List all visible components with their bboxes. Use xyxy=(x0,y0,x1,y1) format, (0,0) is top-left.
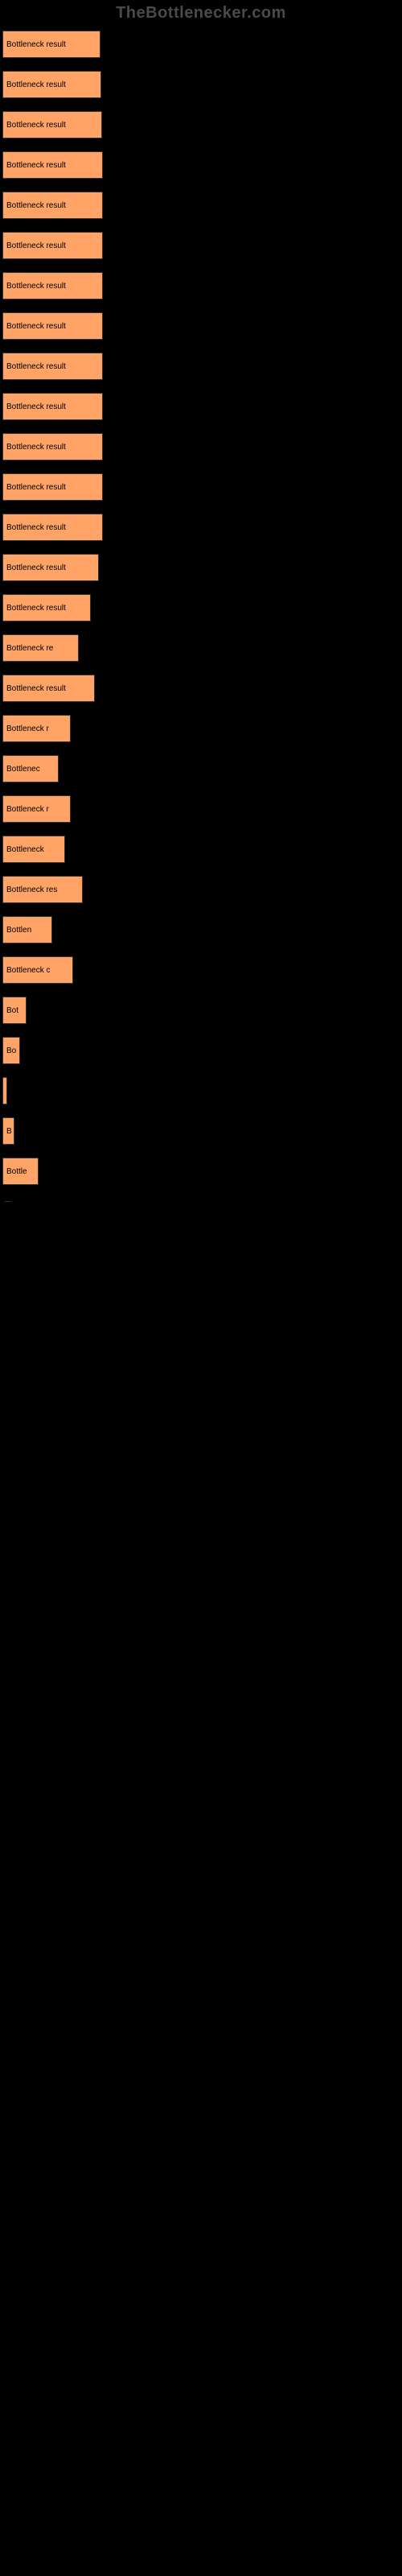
bar[interactable]: Bottleneck res xyxy=(2,876,83,903)
bar-row: Bottleneck re xyxy=(2,634,400,662)
bar-row: Bottleneck result xyxy=(2,272,400,299)
bar-row: Bottlen xyxy=(2,916,400,943)
bar[interactable]: Bottleneck result xyxy=(2,272,103,299)
bar-text: Bottleneck re xyxy=(6,644,53,653)
bar-row: Bottleneck r xyxy=(2,795,400,823)
bar[interactable]: Bottleneck result xyxy=(2,393,103,420)
bar-text: Bottleneck result xyxy=(6,483,66,492)
bar-row: Bottleneck c xyxy=(2,956,400,984)
bar[interactable]: Bottleneck r xyxy=(2,715,71,742)
bar-row: Bottleneck result xyxy=(2,232,400,259)
bar[interactable]: Bottleneck r xyxy=(2,795,71,823)
bar-row: Bottleneck result xyxy=(2,554,400,581)
bar[interactable]: Bottleneck result xyxy=(2,514,103,541)
bar-text: Bottleneck result xyxy=(6,684,66,693)
bar[interactable]: Bottleneck result xyxy=(2,433,103,460)
bar-text: Bottleneck result xyxy=(6,604,66,613)
bar-row: Bottleneck r xyxy=(2,715,400,742)
bar[interactable]: Bottlen xyxy=(2,916,52,943)
bar[interactable]: Bottlenec xyxy=(2,755,59,782)
bar[interactable]: Bottleneck result xyxy=(2,192,103,219)
bar[interactable]: Bottleneck result xyxy=(2,31,100,58)
bar-row: Bottleneck result xyxy=(2,31,400,58)
bar[interactable]: Bottleneck result xyxy=(2,232,103,259)
bar-row: B xyxy=(2,1117,400,1145)
bar[interactable]: Bottleneck result xyxy=(2,312,103,340)
bar[interactable]: Bottleneck result xyxy=(2,151,103,179)
bar-text: Bottleneck r xyxy=(6,724,49,733)
bar-text: Bottleneck result xyxy=(6,402,66,411)
bar[interactable]: Bottleneck result xyxy=(2,594,91,621)
bar-row xyxy=(2,1077,400,1104)
bar-row: Bottleneck result xyxy=(2,151,400,179)
bar-text: Bottleneck xyxy=(6,845,44,854)
bar[interactable]: Bottleneck result xyxy=(2,71,101,98)
bar-text: Bottleneck result xyxy=(6,523,66,532)
bar-text: Bot xyxy=(6,1006,18,1015)
bar-text: Bottleneck result xyxy=(6,40,66,49)
bar-text: Bottlenec xyxy=(6,765,40,774)
bar-row: Bottleneck result xyxy=(2,594,400,621)
bar-text: Bottleneck result xyxy=(6,80,66,89)
bar-row: Bottle xyxy=(2,1158,400,1185)
bar[interactable]: Bo xyxy=(2,1037,20,1064)
bar[interactable]: Bottle xyxy=(2,1158,39,1185)
bar-row: Bottleneck xyxy=(2,836,400,863)
bar[interactable]: Bottleneck xyxy=(2,836,65,863)
bar-row: Bottleneck result xyxy=(2,393,400,420)
bar-text: Bottleneck result xyxy=(6,242,66,250)
bar-row: Bottleneck result xyxy=(2,473,400,501)
bar-row: Bottleneck result xyxy=(2,353,400,380)
bar-text: Bottleneck result xyxy=(6,564,66,572)
bar-row: Bot xyxy=(2,997,400,1024)
bar-text: Bottlen xyxy=(6,926,31,935)
bar-text: Bottleneck result xyxy=(6,282,66,291)
bar-text: Bottleneck result xyxy=(6,161,66,170)
logo: TheBottlenecker.com xyxy=(0,0,402,27)
bar-row: Bo xyxy=(2,1037,400,1064)
bar-text: Bottleneck res xyxy=(6,886,57,894)
bar-row: Bottleneck result xyxy=(2,312,400,340)
bar-row: Bottlenec xyxy=(2,755,400,782)
bar-text: Bottleneck result xyxy=(6,322,66,331)
bar-text: Bottleneck result xyxy=(6,362,66,371)
bar[interactable] xyxy=(2,1077,7,1104)
bar[interactable]: Bottleneck c xyxy=(2,956,73,984)
bar-row: Bottleneck res xyxy=(2,876,400,903)
bar-text: Bottleneck result xyxy=(6,443,66,452)
bar-row: Bottleneck result xyxy=(2,111,400,138)
bar-text: Bottleneck result xyxy=(6,121,66,130)
footer-mark xyxy=(5,1201,11,1202)
chart-container: Bottleneck result Bottleneck result Bottle… xyxy=(0,27,402,1206)
bar-text: Bottleneck result xyxy=(6,201,66,210)
bar[interactable]: Bottleneck result xyxy=(2,675,95,702)
bar[interactable]: Bottleneck result xyxy=(2,353,103,380)
bar-text: Bottleneck c xyxy=(6,966,50,975)
bar-text: Bo xyxy=(6,1046,16,1055)
bar[interactable]: Bottleneck result xyxy=(2,473,103,501)
bar[interactable]: Bottleneck re xyxy=(2,634,79,662)
bar-row: Bottleneck result xyxy=(2,514,400,541)
bar-text: Bottle xyxy=(6,1167,27,1176)
bar[interactable]: Bottleneck result xyxy=(2,111,102,138)
bar-row: Bottleneck result xyxy=(2,675,400,702)
bar[interactable]: Bottleneck result xyxy=(2,554,99,581)
bar-row: Bottleneck result xyxy=(2,71,400,98)
bar[interactable]: B xyxy=(2,1117,14,1145)
bar-text: B xyxy=(6,1127,12,1136)
bar-text: Bottleneck r xyxy=(6,805,49,814)
bar-row: Bottleneck result xyxy=(2,433,400,460)
bar[interactable]: Bot xyxy=(2,997,27,1024)
bar-row: Bottleneck result xyxy=(2,192,400,219)
